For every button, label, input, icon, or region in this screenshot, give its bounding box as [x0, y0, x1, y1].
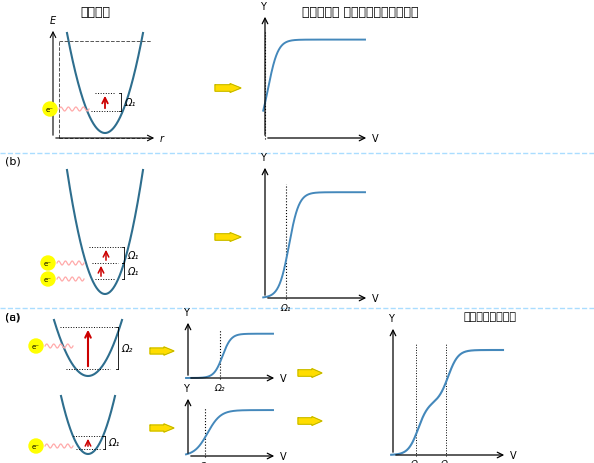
Text: V: V	[372, 134, 378, 144]
Text: 反応速度の 電子エネルギー依存性: 反応速度の 電子エネルギー依存性	[302, 6, 418, 19]
Text: E: E	[50, 16, 56, 26]
Circle shape	[41, 272, 55, 287]
Text: (a): (a)	[5, 311, 21, 321]
Text: Ω₁: Ω₁	[410, 459, 421, 463]
Polygon shape	[298, 417, 322, 425]
Circle shape	[41, 257, 55, 270]
Circle shape	[43, 103, 57, 117]
Text: e⁻: e⁻	[32, 443, 40, 449]
Text: Ω₁: Ω₁	[200, 461, 210, 463]
Text: Y: Y	[260, 153, 266, 163]
Text: 見かけの反応速度: 見かけの反応速度	[463, 311, 517, 321]
Text: Ω₂: Ω₂	[441, 459, 451, 463]
Text: e⁻: e⁻	[46, 107, 54, 113]
Text: Y: Y	[183, 383, 189, 393]
Text: Ω₁: Ω₁	[127, 250, 138, 260]
Polygon shape	[150, 347, 174, 356]
Text: Ω₂: Ω₂	[121, 343, 132, 353]
Text: V: V	[372, 294, 378, 303]
Polygon shape	[298, 369, 322, 378]
Circle shape	[29, 339, 43, 353]
Text: Ω₁: Ω₁	[127, 266, 138, 276]
Text: r: r	[160, 134, 164, 144]
Text: Ω₁: Ω₁	[281, 303, 291, 313]
Text: e⁻: e⁻	[32, 343, 40, 349]
Text: (b): (b)	[5, 156, 21, 167]
Text: (c): (c)	[5, 311, 20, 321]
Text: Y: Y	[388, 313, 394, 323]
Text: V: V	[280, 451, 287, 461]
Polygon shape	[215, 84, 241, 93]
Polygon shape	[215, 233, 241, 242]
Text: e⁻: e⁻	[44, 260, 52, 266]
Text: V: V	[510, 450, 517, 460]
Circle shape	[29, 439, 43, 453]
Text: Y: Y	[183, 307, 189, 317]
Text: Ω₂: Ω₂	[215, 383, 225, 392]
Text: e⁻: e⁻	[44, 276, 52, 282]
Text: V: V	[280, 373, 287, 383]
Polygon shape	[150, 424, 174, 432]
Text: Ω₁: Ω₁	[108, 438, 119, 448]
Text: 振動励起: 振動励起	[80, 6, 110, 19]
Text: Ω₁: Ω₁	[124, 98, 135, 108]
Text: Y: Y	[260, 2, 266, 12]
